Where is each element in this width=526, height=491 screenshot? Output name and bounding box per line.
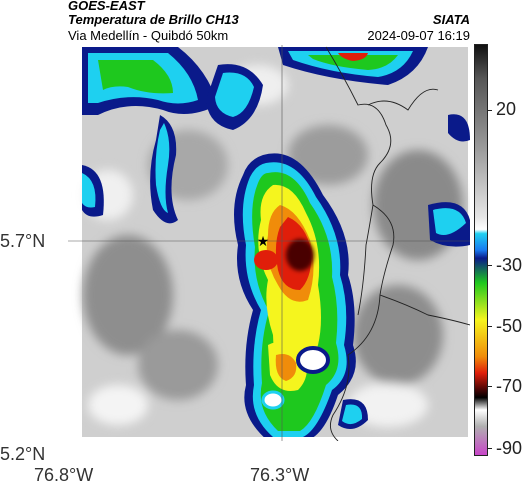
borders (325, 46, 470, 441)
product-title: Temperatura de Brillo CH13 (68, 12, 239, 27)
colorbar-label-minus90: -90 (496, 438, 523, 458)
colorbar-label-minus50: -50 (496, 316, 523, 336)
cold-cloud-north (82, 47, 428, 224)
colorbar-label-minus30: -30 (496, 255, 523, 275)
colorbar-label-20: 20 (496, 99, 517, 119)
colorbar (474, 44, 488, 456)
lon-label-left: 76.8°W (34, 465, 94, 485)
lat-label-bottom: 5.2°N (0, 444, 46, 464)
white-holes (261, 346, 330, 410)
east-cyan-patches (428, 114, 470, 247)
agency-label: SIATA (432, 12, 470, 27)
datetime-label: 2024-09-07 16:19 (367, 28, 470, 43)
bottom-white-strip (68, 437, 470, 441)
lat-label-top: 5.7°N (0, 231, 46, 251)
route-subtitle: Via Medellín - Quibdó 50km (68, 28, 229, 43)
location-marker: ★ (257, 234, 270, 250)
colorbar-label-minus70: -70 (496, 376, 523, 396)
south-cyan-patch (338, 399, 368, 429)
lon-label-center: 76.3°W (250, 465, 310, 485)
satellite-map: ★ (68, 45, 470, 441)
satellite-name: GOES-EAST (68, 0, 145, 13)
